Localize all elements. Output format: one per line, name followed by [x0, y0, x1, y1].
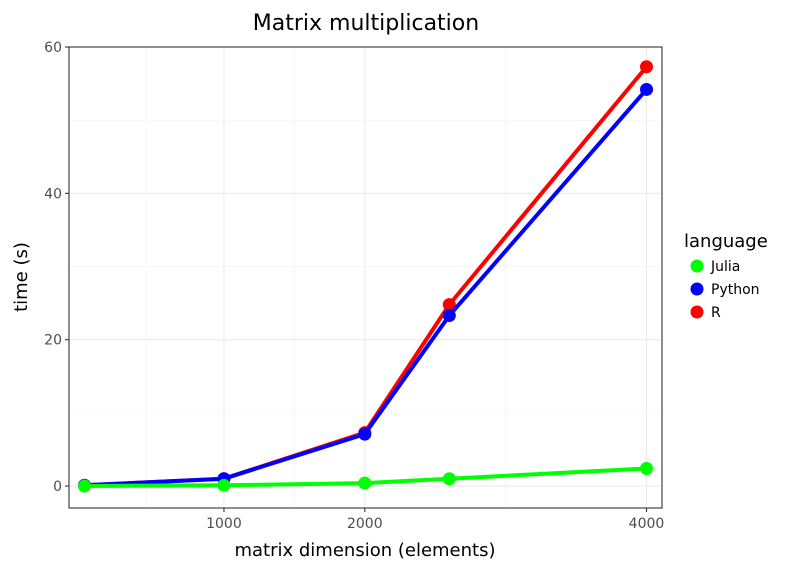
x-tick-label: 4000	[629, 516, 665, 532]
y-tick-label: 20	[44, 333, 62, 349]
data-point-r	[442, 298, 456, 312]
x-tick-label: 2000	[347, 516, 383, 532]
data-point-python	[358, 427, 372, 441]
legend-label-python: Python	[711, 282, 760, 298]
data-point-julia	[640, 461, 654, 475]
legend-label-r: R	[711, 305, 721, 321]
axes: 1000 2000 4000 0 20 40 60	[44, 40, 664, 532]
data-point-julia	[358, 476, 372, 490]
panel-border	[68, 46, 663, 509]
data-point-julia	[77, 479, 91, 493]
data-point-julia	[217, 478, 231, 492]
y-axis-title: time (s)	[11, 242, 32, 312]
x-tick-label: 1000	[206, 516, 242, 532]
y-tick-label: 60	[44, 40, 62, 56]
chart-title: Matrix multiplication	[253, 11, 479, 36]
data-point-python	[442, 309, 456, 323]
data-point-r	[640, 60, 654, 74]
data-point-julia	[442, 472, 456, 486]
x-axis-title: matrix dimension (elements)	[234, 540, 495, 561]
legend-label-julia: Julia	[710, 259, 740, 275]
series-layer	[77, 60, 654, 493]
legend-key-python	[690, 282, 704, 296]
data-point-python	[640, 82, 654, 96]
y-tick-label: 40	[44, 186, 62, 202]
legend: language Julia Python R	[684, 231, 768, 321]
legend-key-julia	[690, 259, 704, 273]
series-julia	[77, 461, 654, 493]
legend-title: language	[684, 231, 768, 252]
legend-key-r	[690, 305, 704, 319]
y-tick-label: 0	[53, 479, 62, 495]
